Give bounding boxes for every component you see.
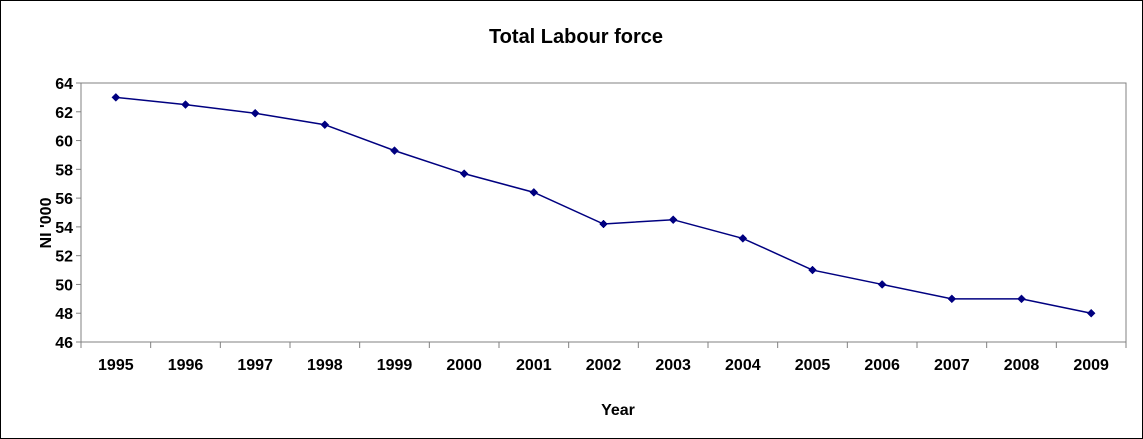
- x-tick-label: 2008: [1004, 357, 1040, 374]
- data-point: [599, 219, 608, 229]
- data-point: [181, 100, 190, 109]
- data-point: [808, 265, 817, 275]
- x-tick-label: 1995: [98, 357, 134, 374]
- x-tick-label: 2009: [1073, 357, 1109, 374]
- x-tick-label: 2004: [725, 357, 761, 374]
- y-tick-label: 56: [55, 191, 73, 208]
- x-tick-label: 1999: [377, 357, 413, 374]
- y-tick-label: 50: [55, 277, 73, 294]
- chart-title: Total Labour force: [489, 26, 663, 48]
- data-point: [459, 169, 469, 179]
- x-tick-label: 2006: [864, 357, 900, 374]
- x-tick-label: 1996: [168, 357, 204, 374]
- data-point: [390, 146, 399, 155]
- y-tick-label: 62: [55, 105, 73, 122]
- data-point: [111, 93, 121, 102]
- plot-area: [80, 82, 1127, 343]
- x-axis-title: Year: [601, 402, 635, 419]
- data-point: [250, 108, 260, 118]
- y-tick-label: 46: [55, 335, 73, 352]
- data-point: [320, 120, 330, 130]
- chart-marks: 46 48 50 52 54 56 58 60 62 64 1995 1996 1997 1998 1999…: [55, 76, 1127, 374]
- y-tick-label: 54: [55, 220, 73, 237]
- data-point: [738, 234, 748, 243]
- y-tick-label: 52: [55, 249, 73, 266]
- data-point: [1017, 294, 1026, 304]
- y-tick-label: 58: [55, 162, 73, 179]
- x-tick-label: 2007: [934, 357, 970, 374]
- x-tick-label: 2001: [516, 357, 552, 374]
- data-point: [947, 294, 957, 304]
- data-point: [877, 280, 887, 289]
- data-point: [529, 188, 539, 197]
- x-tick-label: 2003: [655, 357, 691, 374]
- x-tick-label: 2002: [586, 357, 622, 374]
- data-point: [668, 215, 678, 225]
- y-axis-title: NI '000: [38, 197, 55, 248]
- x-tick-label: 1998: [307, 357, 343, 374]
- y-tick-label: 48: [55, 306, 73, 323]
- data-point: [1086, 308, 1096, 318]
- x-tick-label: 2005: [795, 357, 831, 374]
- x-tick-label: 1997: [237, 357, 273, 374]
- y-tick-label: 64: [55, 76, 73, 93]
- y-tick-label: 60: [55, 134, 73, 151]
- x-tick-label: 2000: [446, 357, 482, 374]
